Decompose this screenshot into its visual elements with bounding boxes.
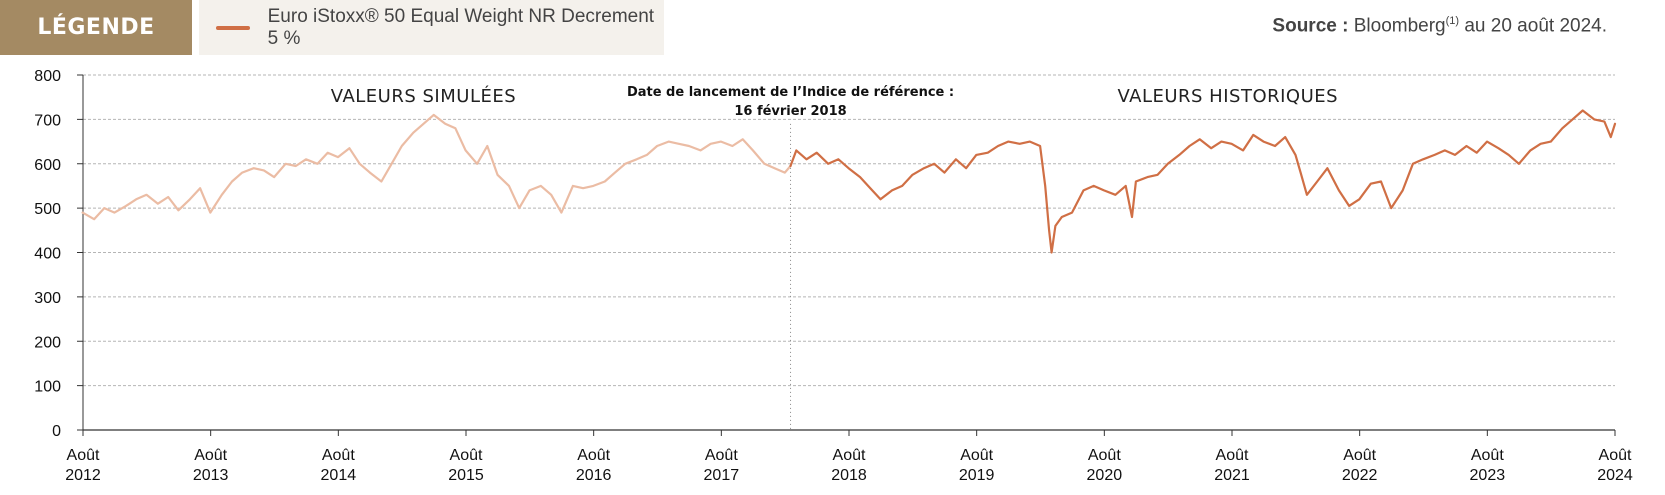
- x-tick-label-2015-year: 2015: [448, 467, 484, 484]
- x-tick-label-2014-year: 2014: [321, 467, 357, 484]
- x-tick-label-2019-year: 2019: [959, 467, 995, 484]
- y-tick-label-800: 800: [34, 68, 61, 85]
- series-historical-line: [789, 109, 1617, 254]
- y-tick-label-700: 700: [34, 112, 61, 129]
- x-tick-label-2024-year: 2024: [1597, 467, 1633, 484]
- y-tick-label-600: 600: [34, 157, 61, 174]
- series-simulated-line: [81, 113, 792, 221]
- x-tick-label-2024-month: Août: [1599, 447, 1632, 464]
- y-tick-label-0: 0: [52, 423, 61, 440]
- x-tick-label-2023-month: Août: [1471, 447, 1504, 464]
- x-tick-label-2013-year: 2013: [193, 467, 229, 484]
- x-tick-label-2022-month: Août: [1343, 447, 1376, 464]
- y-tick-label-100: 100: [34, 379, 61, 396]
- x-tick-label-2012-month: Août: [67, 447, 100, 464]
- y-tick-label-200: 200: [34, 334, 61, 351]
- simulated-zone-label: VALEURS SIMULÉES: [331, 85, 516, 107]
- legend-tag-text: LÉGENDE: [37, 15, 155, 40]
- legend: Euro iStoxx® 50 Equal Weight NR Decremen…: [199, 0, 664, 55]
- grid: [83, 74, 1615, 387]
- source-text: Bloomberg: [1353, 15, 1446, 37]
- x-tick-label-2022-year: 2022: [1342, 467, 1378, 484]
- x-tick-label-2019-month: Août: [960, 447, 993, 464]
- x-tick-label-2013-month: Août: [194, 447, 227, 464]
- x-tick-label-2018-year: 2018: [831, 467, 867, 484]
- source-bold: Source :: [1272, 15, 1349, 37]
- x-tick-label-2015-month: Août: [450, 447, 483, 464]
- historical-zone-label: VALEURS HISTORIQUES: [1117, 86, 1338, 107]
- x-tick-label-2016-year: 2016: [576, 467, 612, 484]
- source-sup: (1): [1445, 15, 1460, 27]
- x-tick-label-2018-month: Août: [833, 447, 866, 464]
- x-axis: Août 2012 Août 2013 Août 2014 Août 2015 Août 2016…: [65, 429, 1633, 484]
- y-tick-label-400: 400: [34, 246, 61, 263]
- series-group: [81, 109, 1617, 254]
- source-note: Source : Bloomberg(1) au 20 août 2024.: [1272, 15, 1607, 37]
- x-tick-label-2012-year: 2012: [65, 467, 101, 484]
- x-tick-label-2020-year: 2020: [1087, 467, 1123, 484]
- x-tick-label-2014-month: Août: [322, 447, 355, 464]
- x-tick-label-2021-month: Août: [1216, 447, 1249, 464]
- x-tick-label-2017-month: Août: [705, 447, 738, 464]
- launch-annotation-line1: Date de lancement de l’Indice de référen…: [627, 85, 954, 100]
- x-tick-label-2021-year: 2021: [1214, 467, 1250, 484]
- x-tick-label-2023-year: 2023: [1470, 467, 1506, 484]
- y-tick-label-500: 500: [34, 201, 61, 218]
- launch-annotation-line2: 16 février 2018: [734, 104, 846, 119]
- x-tick-label-2020-month: Août: [1088, 447, 1121, 464]
- legend-series-label: Euro iStoxx® 50 Equal Weight NR Decremen…: [267, 5, 655, 49]
- source-rest: au 20 août 2024.: [1464, 15, 1607, 37]
- legend-tag: LÉGENDE: [0, 0, 192, 55]
- x-tick-label-2017-year: 2017: [704, 467, 740, 484]
- legend-swatch: [216, 25, 250, 30]
- x-tick-label-2016-month: Août: [577, 447, 610, 464]
- y-tick-label-300: 300: [34, 290, 61, 307]
- y-axis: 0 100 200 300 400 500 600 700 800: [34, 68, 84, 440]
